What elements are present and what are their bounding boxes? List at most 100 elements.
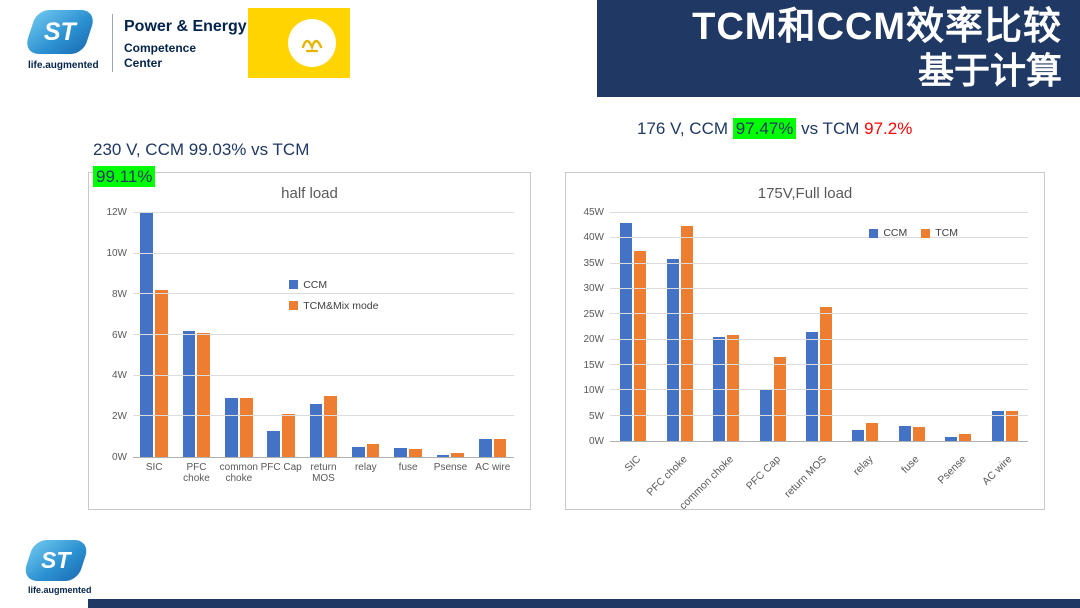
- x-tick-text: fuse: [899, 453, 922, 476]
- st-logo-shape: ST: [22, 10, 98, 54]
- bar-group: [133, 213, 175, 457]
- x-axis: SIC PFC choke common choke PFC Cap return MO…: [610, 442, 1028, 512]
- gridline: [610, 262, 1028, 264]
- x-tick-label: fuse: [889, 446, 935, 501]
- bar-group: [703, 213, 749, 441]
- bar-group: [387, 213, 429, 457]
- gridline: [610, 389, 1028, 391]
- red-value: 97.2%: [864, 119, 913, 138]
- footer-logo: ST life.augmented: [21, 540, 92, 595]
- slide-title-line1: TCM和CCM效率比较: [692, 6, 1062, 48]
- x-tick-text: fuse: [398, 462, 418, 473]
- bar: [182, 330, 196, 457]
- plot-area: CCM TCM: [610, 212, 1028, 442]
- y-tick-label: 4W: [112, 370, 127, 382]
- gridline: [610, 313, 1028, 315]
- title-banner: TCM和CCM效率比较 基于计算: [597, 0, 1080, 97]
- y-tick-label: 0W: [112, 452, 127, 463]
- y-tick-label: 30W: [583, 283, 604, 295]
- department-line3: Center: [124, 56, 163, 70]
- y-axis: 0W 5W 10W 15W 20W 25W 30W 35W 40W 45W: [574, 207, 610, 501]
- y-tick-label: 6W: [112, 329, 127, 341]
- legend-label: TCM&Mix mode: [303, 299, 379, 312]
- annotation-176v: 176 V, CCM 97.47% vs TCM 97.2%: [637, 118, 913, 139]
- st-logo: ST: [22, 10, 98, 54]
- bar: [409, 448, 422, 457]
- bar: [852, 429, 865, 441]
- bar: [819, 306, 832, 441]
- department-line1: Power & Energy: [124, 18, 247, 35]
- x-tick-text: AC wire: [475, 462, 511, 473]
- bar-group: [982, 213, 1028, 441]
- bar: [493, 438, 507, 457]
- bar: [239, 398, 253, 457]
- x-tick-label: relay: [842, 446, 888, 501]
- department-line2: Competence: [124, 41, 197, 55]
- slide-title-line2: 基于计算: [917, 50, 1062, 91]
- legend-swatch: [921, 228, 931, 238]
- bar: [436, 454, 450, 457]
- legend-label: CCM: [303, 278, 328, 291]
- y-tick-label: 25W: [583, 308, 604, 320]
- gridline: [610, 212, 1028, 213]
- highlighted-value: 99.11%: [93, 166, 156, 187]
- bar-group: [749, 213, 795, 441]
- coil-icon: [301, 39, 323, 53]
- bottom-accent-bar: [88, 599, 1080, 608]
- legend: CCM TCM&Mix mode: [289, 279, 378, 312]
- bar-group: [472, 213, 514, 457]
- bar: [959, 434, 972, 441]
- annotation-176v-prefix: 176 V, CCM: [637, 119, 733, 138]
- legend-label: TCM: [935, 227, 958, 239]
- x-tick-label: fuse: [387, 462, 429, 501]
- gridline: [610, 364, 1028, 366]
- bar-group: [656, 213, 702, 441]
- gridline: [610, 237, 1028, 239]
- plot-column: CCM TCM&Mix mode SIC PFC choke common choke…: [133, 212, 514, 501]
- header: ST life.augmented Power & Energy Compete…: [0, 0, 1080, 97]
- legend-item: CCM: [289, 279, 378, 291]
- energy-badge: [248, 8, 350, 78]
- gridline: [133, 374, 514, 376]
- bar: [197, 332, 211, 457]
- legend-item: TCM&Mix mode: [289, 300, 378, 312]
- x-tick-label: PFC choke: [175, 462, 217, 501]
- gridline: [133, 334, 514, 335]
- highlighted-value: 97.47%: [732, 118, 797, 139]
- x-tick-label: AC wire: [472, 462, 514, 501]
- annotation-176v-middle: vs TCM: [796, 119, 865, 138]
- gridline: [133, 252, 514, 254]
- y-tick-label: 15W: [583, 359, 604, 371]
- bar-group: [218, 213, 260, 457]
- bar: [773, 357, 786, 441]
- bar-group: [429, 213, 471, 457]
- bar: [945, 436, 958, 441]
- bars-container: [610, 213, 1028, 441]
- bar-group: [842, 213, 888, 441]
- bar: [805, 332, 818, 441]
- gridline: [133, 293, 514, 295]
- gridline: [133, 415, 514, 417]
- gridline: [610, 414, 1028, 416]
- bar: [155, 290, 168, 457]
- bar-group: [610, 213, 656, 441]
- y-tick-label: 45W: [583, 207, 604, 218]
- brand-divider: [112, 14, 113, 72]
- bar: [394, 447, 408, 457]
- annotation-230v-line1: 230 V, CCM 99.03% vs TCM: [93, 140, 310, 159]
- y-tick-label: 40W: [583, 232, 604, 244]
- bar: [1005, 410, 1018, 441]
- gridline: [610, 288, 1028, 290]
- plot-column: CCM TCM SIC PFC choke common choke PFC Cap re…: [610, 212, 1028, 512]
- chart-half-load: half load 0W 2W 4W 6W 8W 10W 12W CCM TCM&Mix mo…: [88, 172, 531, 510]
- y-tick-label: 8W: [112, 288, 127, 300]
- y-tick-label: 35W: [583, 257, 604, 269]
- chart-title: half load: [281, 185, 338, 202]
- x-tick-text: return MOS: [310, 462, 337, 484]
- bar-group: [345, 213, 387, 457]
- bar: [324, 396, 338, 457]
- st-logo-text: ST: [44, 17, 76, 46]
- x-tick-text: SIC: [622, 453, 644, 475]
- y-tick-label: 0W: [589, 436, 604, 447]
